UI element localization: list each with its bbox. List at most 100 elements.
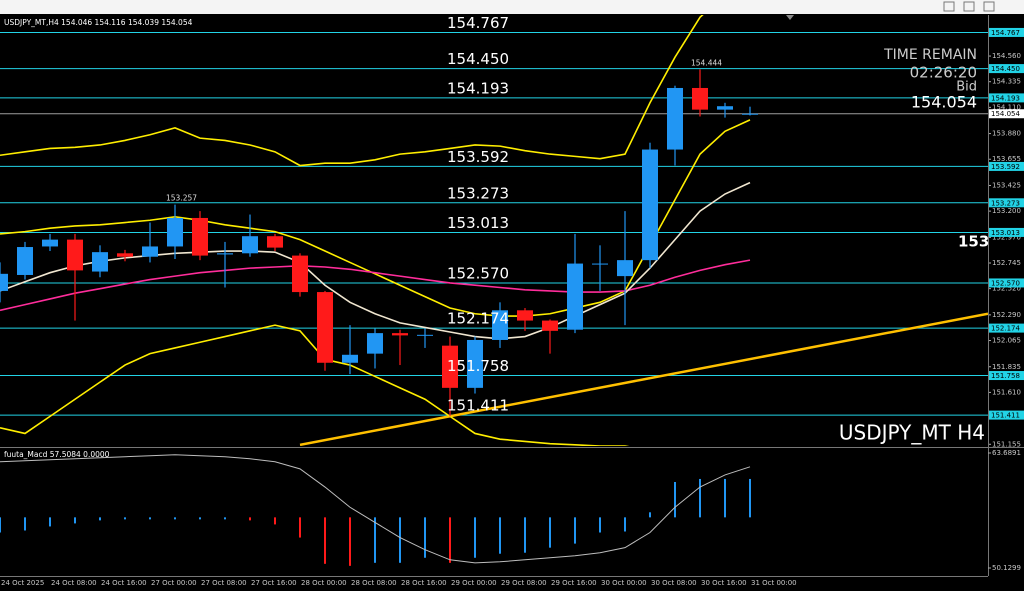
- window-minimize[interactable]: [943, 1, 955, 12]
- y-tick-label: 153.655: [992, 155, 1021, 163]
- macd-bar: [324, 517, 326, 564]
- candle-body: [67, 239, 83, 271]
- candle-body: [342, 354, 358, 363]
- y-tick-label: 153.880: [992, 130, 1021, 138]
- plot-texts: USDJPY_MT,H4 154.046 154.116 154.039 154…: [4, 14, 989, 445]
- macd-bar: [274, 517, 276, 525]
- macd-bar: [599, 517, 601, 533]
- candle-body: [292, 255, 308, 293]
- price-plot: [0, 15, 988, 446]
- level-box: [989, 227, 1024, 237]
- level-box: [989, 161, 1024, 171]
- level-box: [989, 371, 1024, 381]
- y-tick-label: 152.520: [992, 285, 1021, 293]
- macd-bar: [224, 517, 226, 520]
- candle-body: [0, 273, 8, 291]
- countdown: 02:26:20: [910, 64, 977, 82]
- x-tick-label: 27 Oct 00:00: [151, 579, 197, 587]
- x-tick-label: 28 Oct 16:00: [401, 579, 447, 587]
- macd-y-tick-label: 63.6891: [992, 449, 1021, 457]
- x-tick-label: 24 Oct 2025: [1, 579, 44, 587]
- level-axis-label: 152.570: [991, 279, 1020, 287]
- watermark: USDJPY_MT H4: [839, 421, 985, 445]
- price-axis: 154.560 154.335 154.110 153.880 153.655 153.4…: [988, 27, 1024, 448]
- window-close[interactable]: [983, 1, 995, 12]
- time-axis: 24 Oct 2025 24 Oct 08:00 24 Oct 16:00 27 Oc…: [1, 579, 797, 587]
- candle-body: [592, 263, 608, 265]
- macd-bar: [549, 517, 551, 548]
- level-box: [989, 64, 1024, 74]
- candle-body: [517, 310, 533, 321]
- macd-bar: [424, 517, 426, 558]
- level-label: 154.767: [447, 14, 509, 32]
- candle-body: [717, 106, 733, 110]
- y-tick-label: 154.110: [992, 103, 1021, 111]
- candle-body: [367, 333, 383, 354]
- level-axis-label: 154.193: [991, 94, 1020, 102]
- candle-body: [217, 253, 233, 255]
- macd-bar: [524, 517, 526, 553]
- bid-box: [989, 109, 1024, 119]
- candle-body: [392, 333, 408, 336]
- candle-body: [492, 310, 508, 340]
- window-bar: [0, 0, 1024, 14]
- macd-bar: [0, 517, 1, 533]
- candle-body: [667, 87, 683, 150]
- candle-body: [742, 113, 758, 115]
- level-box: [989, 278, 1024, 288]
- level-label: 151.411: [447, 397, 509, 415]
- level-label: 153.273: [447, 184, 509, 202]
- macd-bar: [124, 517, 126, 520]
- level-label: 152.174: [447, 310, 509, 328]
- level-box: [989, 27, 1024, 37]
- candle-body: [617, 260, 633, 277]
- high-annotation: 154.444: [691, 58, 722, 67]
- level-box: [989, 93, 1024, 103]
- y-tick-label: 153.200: [992, 207, 1021, 215]
- x-tick-label: 27 Oct 16:00: [251, 579, 297, 587]
- x-tick-label: 29 Oct 08:00: [501, 579, 547, 587]
- level-axis-label: 154.767: [991, 29, 1020, 37]
- indicator-line: [0, 324, 630, 446]
- macd-header: fuuta_Macd 57.5084 0.0000: [4, 450, 110, 459]
- macd-bar: [724, 478, 726, 518]
- level-label: 154.450: [447, 50, 509, 68]
- candle-body: [167, 217, 183, 247]
- macd-bar: [74, 517, 76, 524]
- macd-bar: [299, 517, 301, 538]
- chart-header: USDJPY_MT,H4 154.046 154.116 154.039 154…: [4, 18, 193, 27]
- macd-line: [0, 454, 751, 564]
- macd-bar: [499, 517, 501, 554]
- macd-bar: [699, 478, 701, 518]
- level-axis-label: 151.758: [991, 372, 1020, 380]
- candle-body: [192, 217, 208, 256]
- level-box: [989, 198, 1024, 208]
- macd-bar: [349, 517, 351, 566]
- macd-bar: [199, 517, 201, 520]
- high-annotation: 153.257: [166, 194, 197, 203]
- time-remain-label: TIME REMAIN: [883, 47, 977, 63]
- macd-bar: [99, 517, 101, 521]
- window-maximize[interactable]: [963, 1, 975, 12]
- level-label: 153.013: [447, 214, 509, 232]
- y-tick-label: 152.745: [992, 259, 1021, 267]
- macd-bar: [574, 517, 576, 544]
- y-tick-label: 154.335: [992, 78, 1021, 86]
- side-label: 153: [958, 233, 989, 251]
- macd-bar: [174, 517, 176, 520]
- y-tick-label: 152.290: [992, 311, 1021, 319]
- level-axis-label: 153.013: [991, 229, 1020, 237]
- candle-body: [442, 345, 458, 388]
- trendline: [299, 312, 988, 446]
- candle-body: [17, 247, 33, 275]
- y-tick-label: 151.610: [992, 388, 1021, 396]
- candle-body: [467, 339, 483, 388]
- macd-bar: [49, 517, 51, 527]
- y-tick-label: 152.065: [992, 337, 1021, 345]
- candle-body: [267, 236, 283, 248]
- macd-bar: [474, 517, 476, 558]
- macd-plot: [0, 454, 751, 566]
- indicator-line: [0, 15, 704, 167]
